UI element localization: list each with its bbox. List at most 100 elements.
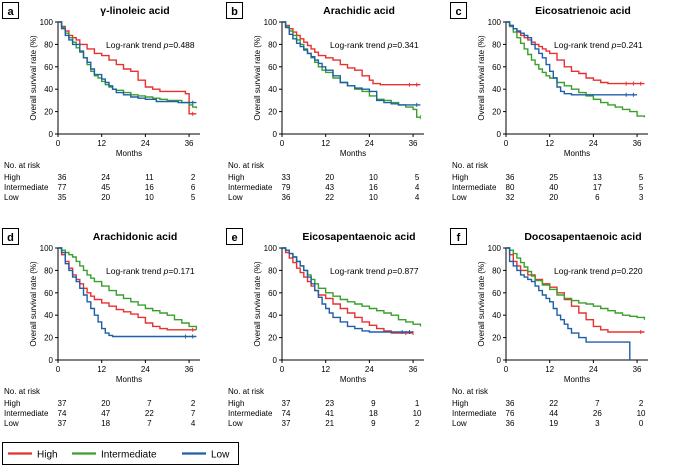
- y-tick-label: 0: [273, 356, 278, 365]
- risk-count-high: 2: [191, 399, 196, 408]
- km-curve-high: [506, 21, 645, 85]
- risk-count-high: 2: [191, 173, 196, 182]
- x-tick-label: 0: [56, 365, 61, 374]
- risk-count-low: 3: [639, 193, 644, 202]
- y-tick-label: 80: [268, 40, 277, 49]
- panel-label-box: [450, 2, 467, 19]
- risk-group-label-intermediate: Intermediate: [452, 183, 497, 192]
- x-tick-label: 36: [633, 139, 642, 148]
- x-axis-title: Months: [564, 375, 590, 384]
- risk-count-low: 36: [506, 419, 515, 428]
- km-curve-intermediate: [506, 247, 646, 320]
- risk-count-low: 10: [369, 193, 378, 202]
- risk-count-intermediate: 18: [369, 409, 378, 418]
- risk-count-intermediate: 77: [58, 183, 67, 192]
- km-curve-high: [58, 21, 197, 115]
- risk-count-high: 7: [595, 399, 600, 408]
- risk-count-high: 5: [639, 173, 644, 182]
- km-curve-intermediate: [282, 21, 421, 118]
- risk-count-low: 20: [549, 193, 558, 202]
- km-curve-intermediate: [506, 21, 646, 118]
- panel-label-box: [2, 2, 19, 19]
- x-tick-label: 0: [504, 139, 509, 148]
- y-tick-label: 0: [49, 356, 54, 365]
- risk-count-high: 23: [325, 399, 334, 408]
- x-tick-label: 12: [97, 139, 106, 148]
- y-tick-label: 60: [492, 289, 501, 298]
- risk-count-low: 36: [282, 193, 291, 202]
- y-tick-label: 80: [492, 40, 501, 49]
- risk-count-low: 37: [282, 419, 291, 428]
- risk-count-low: 6: [595, 193, 600, 202]
- y-tick-label: 20: [44, 108, 53, 117]
- y-tick-label: 100: [488, 18, 502, 27]
- risk-count-intermediate: 10: [413, 409, 422, 418]
- risk-count-intermediate: 45: [101, 183, 110, 192]
- legend-label-high: High: [37, 450, 58, 461]
- legend-label-low: Low: [211, 450, 230, 461]
- y-axis-title: Overall survival rate (%): [29, 35, 38, 121]
- risk-count-high: 36: [58, 173, 67, 182]
- y-tick-label: 20: [492, 334, 501, 343]
- y-tick-label: 80: [44, 40, 53, 49]
- risk-group-label-high: High: [228, 399, 244, 408]
- panel-label-box: [2, 228, 19, 245]
- risk-count-intermediate: 74: [58, 409, 67, 418]
- x-tick-label: 24: [365, 365, 374, 374]
- risk-count-high: 1: [415, 399, 420, 408]
- risk-count-high: 33: [282, 173, 291, 182]
- logrank-annotation: Log-rank trend p=0.341: [330, 40, 419, 50]
- km-curve-intermediate: [58, 247, 198, 330]
- y-tick-label: 0: [49, 130, 54, 139]
- risk-count-high: 10: [369, 173, 378, 182]
- x-tick-label: 0: [280, 139, 285, 148]
- y-axis-title: Overall survival rate (%): [477, 35, 486, 121]
- risk-count-low: 37: [58, 419, 67, 428]
- y-tick-label: 40: [44, 85, 53, 94]
- panel-label: a: [7, 6, 14, 18]
- y-tick-label: 60: [268, 289, 277, 298]
- risk-count-high: 20: [325, 173, 334, 182]
- risk-count-low: 4: [191, 419, 196, 428]
- panel-title: Arachidic acid: [323, 5, 395, 17]
- risk-count-intermediate: 10: [637, 409, 646, 418]
- y-tick-label: 40: [268, 85, 277, 94]
- km-curve-low: [506, 247, 631, 360]
- km-curve-intermediate: [282, 247, 422, 327]
- x-tick-label: 0: [56, 139, 61, 148]
- y-axis-title: Overall survival rate (%): [477, 261, 486, 347]
- y-tick-label: 40: [492, 311, 501, 320]
- risk-count-intermediate: 41: [325, 409, 334, 418]
- risk-count-low: 20: [101, 193, 110, 202]
- x-tick-label: 0: [504, 365, 509, 374]
- panel-label: d: [7, 232, 14, 244]
- risk-count-intermediate: 26: [593, 409, 602, 418]
- x-tick-label: 12: [97, 365, 106, 374]
- risk-count-high: 22: [549, 399, 558, 408]
- panel-title: γ-linoleic acid: [100, 5, 169, 17]
- risk-count-high: 36: [506, 173, 515, 182]
- risk-count-high: 2: [639, 399, 644, 408]
- risk-count-high: 13: [593, 173, 602, 182]
- panel-label-box: [450, 228, 467, 245]
- risk-count-high: 11: [145, 173, 154, 182]
- km-curve-low: [58, 21, 197, 104]
- risk-count-high: 7: [147, 399, 152, 408]
- x-tick-label: 12: [545, 365, 554, 374]
- legend: High Intermediate Low: [2, 442, 239, 465]
- km-curve-low: [58, 247, 197, 338]
- risk-table-header: No. at risk: [452, 387, 489, 396]
- panel-title: Docosapentaenoic acid: [524, 231, 641, 243]
- risk-count-high: 9: [371, 399, 376, 408]
- x-tick-label: 12: [321, 365, 330, 374]
- x-axis-title: Months: [564, 149, 590, 158]
- y-tick-label: 60: [492, 63, 501, 72]
- risk-count-intermediate: 79: [282, 183, 291, 192]
- x-axis-title: Months: [116, 375, 142, 384]
- km-curve-low: [506, 21, 638, 96]
- y-tick-label: 80: [268, 266, 277, 275]
- panel-label: b: [231, 6, 238, 18]
- risk-count-intermediate: 43: [325, 183, 334, 192]
- risk-count-intermediate: 76: [506, 409, 515, 418]
